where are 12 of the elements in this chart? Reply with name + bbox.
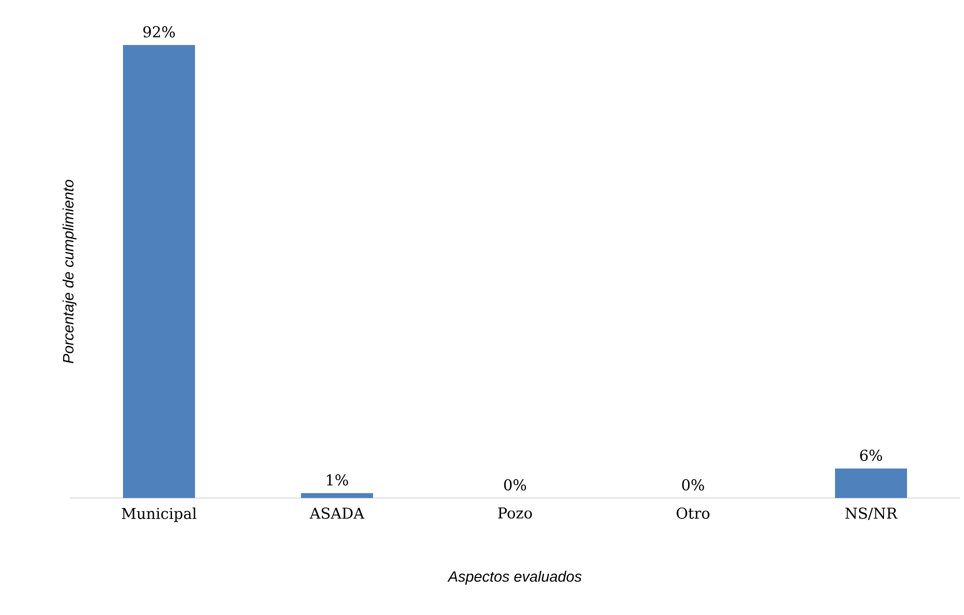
data-label: 1% [326,474,348,486]
x-tick-label: Otro [676,508,710,519]
y-axis-title: Porcentaje de cumplimiento [62,180,76,364]
x-tick-label: NS/NR [845,508,898,520]
x-tick-label: Municipal [122,508,196,522]
data-label: 0% [504,479,526,490]
data-label: 6% [860,450,882,461]
x-tick-label: Pozo [498,508,532,519]
data-label: 92% [143,26,175,38]
x-axis-title: Aspectos evaluados [447,570,582,585]
x-tick-label: ASADA [310,508,364,519]
data-label: 0% [682,479,704,490]
